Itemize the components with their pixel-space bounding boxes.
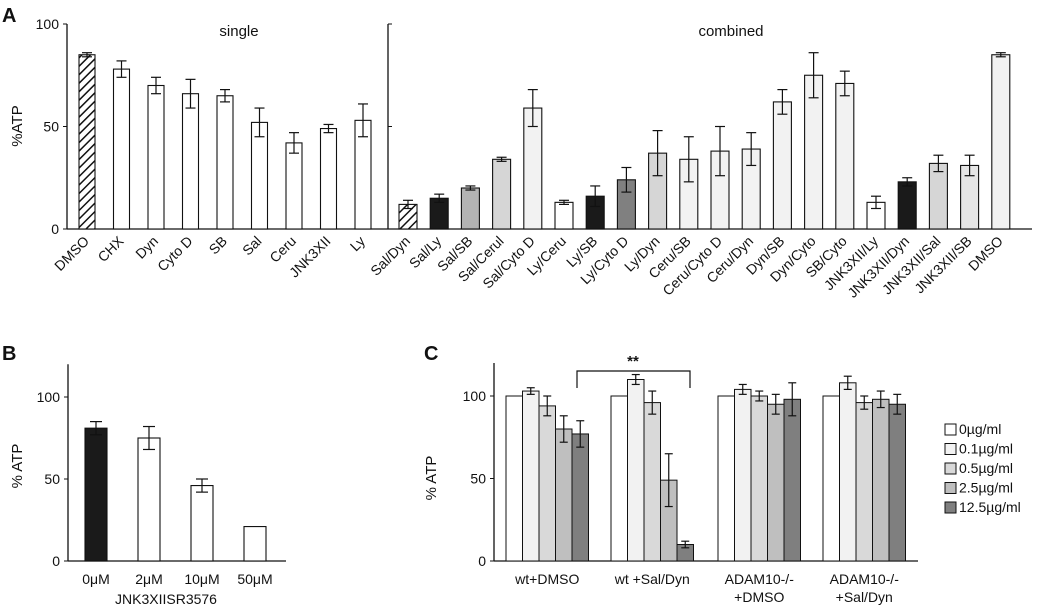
c-bar xyxy=(855,402,873,562)
b-bar xyxy=(190,485,214,562)
b-category-label: 50μM xyxy=(237,571,272,587)
c-y-axis-title: % ATP xyxy=(423,456,440,501)
c-category-label: wt +Sal/Dyn xyxy=(614,571,690,587)
b-y-tick-label: 50 xyxy=(44,471,60,487)
c-legend-label: 0.5µg/ml xyxy=(959,460,1013,476)
c-bar xyxy=(538,405,556,562)
a-combined-bar xyxy=(772,101,792,230)
c-bar xyxy=(627,379,645,562)
c-legend-swatch xyxy=(944,423,957,436)
b-x-axis-title: JNK3XIISR3576 xyxy=(115,591,217,607)
c-significance-bracket xyxy=(576,370,691,388)
c-category-label-line: ADAM10-/- xyxy=(830,571,900,587)
b-y-tick-label: 0 xyxy=(52,553,60,569)
a-single-category-label: Dyn xyxy=(132,233,161,262)
b-y-axis-title: % ATP xyxy=(9,444,26,489)
c-bar xyxy=(717,395,735,562)
c-bar xyxy=(888,403,906,562)
b-category-label: 2μM xyxy=(135,571,163,587)
c-category-label: ADAM10-/- +Sal/Dyn xyxy=(830,571,900,605)
c-bar xyxy=(571,433,589,562)
panel-c-label: C xyxy=(424,343,438,365)
a-single-category-label: CHX xyxy=(94,232,127,265)
a-single-bar xyxy=(216,95,234,230)
a-single-category-label: SB xyxy=(206,233,231,258)
c-legend-label: 0µg/ml xyxy=(959,421,1001,437)
c-y-tick-label: 0 xyxy=(478,553,486,569)
c-legend-swatch xyxy=(944,443,957,455)
a-single-bar xyxy=(285,142,303,230)
c-category-label-line: +DMSO xyxy=(734,589,784,605)
c-legend-label: 12.5µg/ml xyxy=(959,499,1021,515)
c-bar xyxy=(522,390,540,562)
c-legend-swatch xyxy=(944,462,957,475)
a-single-bar xyxy=(319,128,338,230)
a-y-tick-label: 50 xyxy=(43,119,59,135)
a-combined-bar xyxy=(460,187,480,230)
c-category-label-line: wt +Sal/Dyn xyxy=(614,571,690,587)
a-single-bar xyxy=(147,84,165,230)
a-combined-category-label: Sal/Dyn xyxy=(367,233,413,279)
a-combined-bar xyxy=(928,162,948,230)
c-bar xyxy=(643,402,661,562)
c-significance-stars: ** xyxy=(627,353,639,370)
a-single-category-label: Sal xyxy=(239,233,265,259)
c-bar xyxy=(505,395,523,562)
a-y-axis-title: %ATP xyxy=(9,105,26,146)
a-y-tick-label: 100 xyxy=(36,16,60,32)
c-bar xyxy=(767,403,785,562)
b-bar xyxy=(84,427,108,562)
a-y-tick-label: 0 xyxy=(51,221,59,237)
c-bar xyxy=(839,382,857,562)
a-single-category-label: Cyto D xyxy=(154,233,196,275)
a-combined-bar xyxy=(835,82,855,230)
c-legend-label: 2.5µg/ml xyxy=(959,480,1013,496)
a-single-bar xyxy=(250,121,269,230)
a-combined-bar xyxy=(554,201,574,230)
chart-b: 0 50 100 % ATP 0μM 2μM 10μM 50μM JNK3XIISR3576 xyxy=(9,364,286,607)
c-bar xyxy=(610,395,628,562)
b-category-label: 10μM xyxy=(184,571,219,587)
c-bar xyxy=(783,398,801,562)
b-bar xyxy=(137,437,161,562)
b-category-label: 0μM xyxy=(82,571,110,587)
panel-a-label: A xyxy=(2,5,16,27)
chart-c: 0 50 100 % ATP wt+DMSO wt +Sal/Dyn ADAM10-/- +D… xyxy=(423,353,1021,605)
chart-a-combined: combinedSal/DynSal/LySal/SBSal/CerulSal/… xyxy=(367,23,1032,301)
a-single-bar xyxy=(112,68,131,230)
c-legend-label: 0.1µg/ml xyxy=(959,441,1013,457)
c-category-label: wt+DMSO xyxy=(514,571,579,587)
c-bar xyxy=(872,398,890,562)
c-category-label-line: wt+DMSO xyxy=(514,571,579,587)
c-bar xyxy=(750,395,768,562)
c-legend-swatch xyxy=(944,482,957,494)
c-category-label-line: ADAM10-/- xyxy=(725,571,795,587)
a-combined-bar xyxy=(991,54,1011,230)
b-y-tick-label: 100 xyxy=(37,389,61,405)
c-y-tick-label: 50 xyxy=(470,471,486,487)
c-y-tick-label: 100 xyxy=(463,388,487,404)
panel-b-label: B xyxy=(2,343,16,365)
a-single-bar xyxy=(78,54,96,230)
a-single-subtitle: single xyxy=(219,23,258,40)
c-bar xyxy=(555,428,573,562)
a-single-category-label: DMSO xyxy=(51,233,92,274)
c-category-label-line: +Sal/Dyn xyxy=(836,589,893,605)
a-combined-bar xyxy=(492,158,512,230)
c-legend-swatch xyxy=(944,501,957,514)
c-bar xyxy=(734,388,752,562)
a-combined-subtitle: combined xyxy=(698,23,763,40)
b-bar xyxy=(243,526,267,562)
c-bar xyxy=(822,395,840,562)
a-combined-bar xyxy=(897,181,917,230)
a-single-category-label: Ly xyxy=(347,233,368,254)
a-single-bar xyxy=(181,93,200,230)
a-combined-category-label: DMSO xyxy=(965,233,1006,274)
c-category-label: ADAM10-/- +DMSO xyxy=(725,571,795,605)
